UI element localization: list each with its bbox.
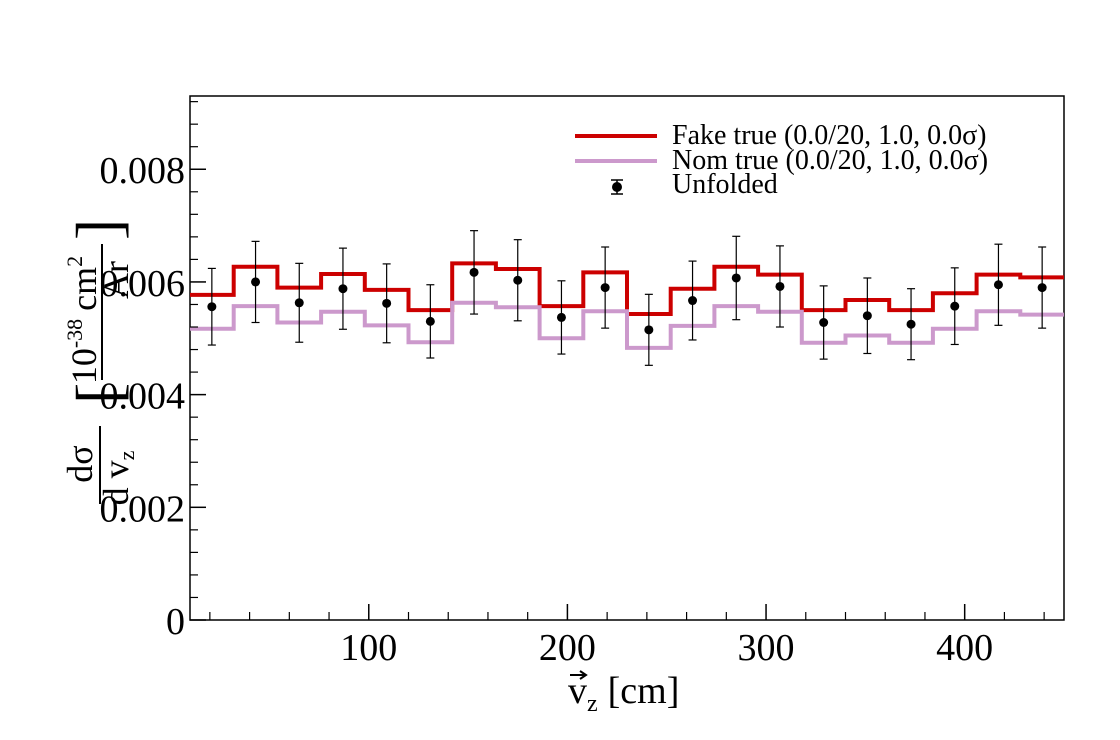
x-label-unit: [cm] — [608, 670, 680, 712]
point-marker — [338, 284, 348, 294]
y-label-frac-den-main: d v — [96, 460, 136, 505]
point-marker — [731, 273, 741, 283]
x-tick-label: 100 — [340, 627, 397, 669]
point-marker — [251, 277, 261, 287]
x-tick-label: 200 — [539, 627, 596, 669]
unfolded-point — [207, 267, 217, 346]
y-label-unit-main-exp: 2 — [62, 256, 87, 267]
plot-frame-group — [189, 95, 1065, 621]
y-label-frac-den: d vz — [96, 450, 139, 505]
unfolded-point — [731, 235, 741, 321]
point-marker — [775, 281, 785, 291]
plot-frame — [189, 95, 1065, 621]
y-label-unit-exp: -38 — [62, 319, 87, 348]
point-marker — [906, 319, 916, 329]
y-tick-label: 0.006 — [100, 263, 186, 305]
step-series-group — [190, 261, 1064, 350]
point-marker — [207, 302, 217, 312]
legend-swatch-unfolded-marker — [612, 182, 622, 192]
points-series-group — [207, 230, 1047, 366]
point-marker — [469, 267, 479, 277]
x-tick-label: 300 — [738, 627, 795, 669]
x-label-sub: z — [587, 691, 598, 717]
y-axis-label: dσ d vz [ 10-38 cm2 Ar ] — [60, 219, 139, 506]
unfolded-point — [338, 247, 348, 330]
point-marker — [644, 325, 654, 335]
y-label-frac-den-sub: z — [114, 450, 139, 460]
unfolded-point — [644, 293, 654, 366]
ticks-group: 100 200 300 400 0 0.002 0.004 0.006 0.008 — [100, 101, 1045, 669]
point-marker — [294, 298, 304, 308]
y-label-unit-den: Ar — [96, 261, 136, 299]
point-marker — [556, 312, 566, 322]
y-label-unit-main: cm — [64, 267, 104, 311]
y-label-unit-prefix: 10 — [64, 348, 104, 384]
y-tick-label: 0.008 — [100, 150, 186, 192]
unfolded-point — [425, 284, 435, 359]
x-axis-label-text: vz [cm] — [568, 670, 679, 717]
unfolded-point — [862, 277, 872, 355]
legend-label-nom-true: Nom true (0.0/20, 1.0, 0.0σ) — [672, 145, 988, 176]
unfolded-point — [819, 285, 829, 360]
x-label-main: v — [568, 670, 587, 712]
y-label-frac-num: dσ — [60, 445, 100, 482]
point-marker — [819, 318, 829, 328]
unfolded-point — [775, 245, 785, 328]
unfolded-point — [688, 260, 698, 341]
point-marker — [1037, 283, 1047, 293]
legend-label-unfolded: Unfolded — [672, 169, 778, 200]
point-marker — [950, 301, 960, 311]
y-tick-label: 0.004 — [100, 376, 186, 418]
y-tick-label: 0.002 — [100, 488, 186, 530]
point-marker — [862, 311, 872, 321]
y-label-unit-top: 10-38 cm2 — [62, 256, 104, 384]
point-marker — [993, 280, 1003, 290]
point-marker — [688, 296, 698, 306]
x-label-vector-arrowhead — [579, 670, 588, 680]
y-label-bracket-close: ] — [63, 219, 134, 240]
unfolded-point — [906, 288, 916, 361]
y-label-bracket-open: [ — [63, 383, 134, 404]
x-tick-label: 400 — [936, 627, 993, 669]
unfolded-point — [950, 267, 960, 346]
point-marker — [513, 275, 523, 285]
point-marker — [382, 298, 392, 308]
unfolded-point — [469, 230, 479, 315]
unfolded-point — [1037, 246, 1047, 329]
x-axis-label: vz [cm] — [568, 670, 679, 717]
unfolded-point — [513, 239, 523, 322]
y-tick-label: 0 — [166, 601, 185, 643]
step-line-fake-true — [190, 261, 1064, 317]
unfolded-point — [251, 240, 261, 324]
legend: Fake true (0.0/20, 1.0, 0.0σ) Nom true (… — [575, 120, 988, 200]
unfolded-point — [294, 262, 304, 343]
point-marker — [600, 283, 610, 293]
unfolded-point — [993, 243, 1003, 326]
unfolded-point — [600, 246, 610, 329]
legend-label-fake-true: Fake true (0.0/20, 1.0, 0.0σ) — [672, 120, 986, 151]
unfolded-point — [556, 280, 566, 355]
unfolded-point — [382, 263, 392, 344]
point-marker — [425, 316, 435, 326]
